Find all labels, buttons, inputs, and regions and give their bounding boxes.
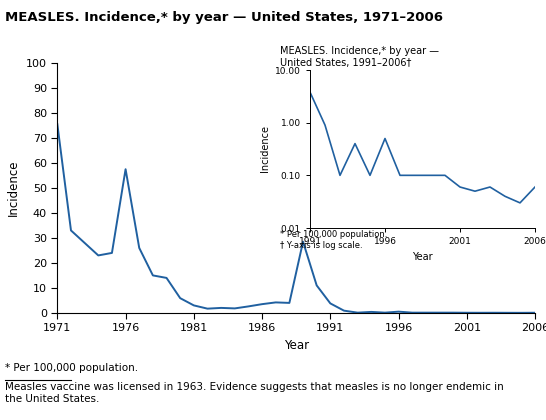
Y-axis label: Incidence: Incidence — [7, 160, 20, 216]
Text: MEASLES. Incidence,* by year —
United States, 1991–2006†: MEASLES. Incidence,* by year — United St… — [280, 45, 439, 68]
X-axis label: Year: Year — [283, 339, 309, 352]
X-axis label: Year: Year — [412, 252, 433, 262]
Text: * Per 100,000 population.
† Y-axis is log scale.: * Per 100,000 population. † Y-axis is lo… — [280, 230, 387, 250]
Text: * Per 100,000 population.: * Per 100,000 population. — [5, 363, 139, 373]
Y-axis label: Incidence: Incidence — [259, 126, 270, 173]
Text: MEASLES. Incidence,* by year — United States, 1971–2006: MEASLES. Incidence,* by year — United St… — [5, 10, 443, 24]
Text: Measles vaccine was licensed in 1963. Evidence suggests that measles is no longe: Measles vaccine was licensed in 1963. Ev… — [5, 382, 504, 404]
